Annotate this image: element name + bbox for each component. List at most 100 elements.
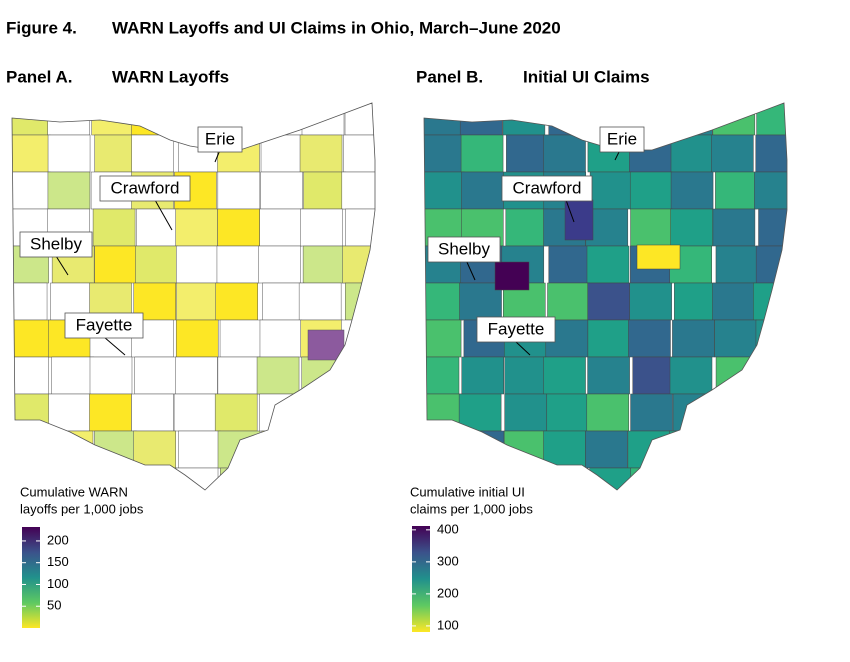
- counties: [12, 103, 375, 490]
- county: [176, 245, 219, 284]
- county: [424, 103, 464, 136]
- figure-label: Figure 4.: [6, 18, 77, 37]
- county: [131, 103, 174, 136]
- county: [303, 171, 346, 210]
- county: [506, 134, 549, 173]
- county: [302, 430, 345, 469]
- county: [302, 245, 346, 284]
- callout-box: [99, 175, 191, 202]
- county: [424, 282, 463, 321]
- callout-label: Shelby: [30, 234, 82, 253]
- county: [134, 356, 177, 395]
- county: [548, 103, 592, 136]
- county: [587, 319, 631, 358]
- county: [755, 245, 787, 284]
- county: [259, 208, 302, 247]
- county-map: Erie Crawford Shelby Fayette Cumulative WARN…: [11, 102, 376, 628]
- panel-label: Panel B.: [416, 67, 483, 86]
- county: [131, 134, 174, 173]
- county: [672, 319, 715, 358]
- callout-box: [64, 312, 144, 339]
- county: [543, 430, 586, 469]
- county: [50, 430, 94, 469]
- county: [135, 245, 178, 284]
- county: [461, 430, 505, 469]
- county: [12, 393, 52, 432]
- county: [175, 208, 218, 247]
- county: [260, 171, 303, 210]
- county: [12, 134, 51, 173]
- legend-title: claims per 1,000 jobs: [410, 501, 533, 516]
- callout-line: [55, 255, 69, 276]
- county: [300, 208, 343, 247]
- county: [260, 103, 304, 136]
- callout-label: Crawford: [513, 178, 582, 197]
- county: [135, 467, 178, 490]
- county: [753, 282, 787, 321]
- county: [710, 393, 754, 432]
- county: [715, 171, 758, 210]
- callout-label: Fayette: [488, 319, 545, 338]
- county: [12, 356, 49, 395]
- county: [753, 393, 787, 432]
- county: [756, 103, 787, 136]
- legend-title: layoffs per 1,000 jobs: [20, 501, 144, 516]
- county: [755, 134, 787, 173]
- colorbar: [412, 526, 430, 632]
- callout-box: [427, 236, 501, 263]
- county-map: Erie Crawford Shelby Fayette Cumulative init…: [410, 102, 788, 632]
- county: [259, 393, 302, 432]
- county: [92, 208, 136, 247]
- county: [564, 199, 594, 241]
- callout-line: [465, 259, 476, 281]
- county: [89, 356, 133, 395]
- county: [459, 282, 502, 321]
- county: [629, 171, 673, 210]
- county: [755, 467, 787, 490]
- county: [94, 430, 137, 469]
- county: [94, 134, 137, 173]
- county: [502, 103, 546, 136]
- county: [670, 208, 713, 247]
- callout-line: [514, 340, 531, 356]
- callout-line: [154, 199, 173, 231]
- county: [342, 356, 375, 395]
- county: [178, 430, 221, 469]
- county: [301, 467, 345, 490]
- county: [342, 245, 375, 284]
- county: [711, 430, 754, 469]
- county: [12, 103, 51, 136]
- county: [262, 282, 305, 321]
- county: [301, 393, 345, 432]
- county: [343, 393, 375, 432]
- county: [47, 171, 91, 210]
- county: [630, 393, 673, 432]
- county: [503, 430, 547, 469]
- county: [628, 319, 671, 358]
- colorbar-tick-label: 50: [47, 598, 61, 613]
- county: [669, 356, 713, 395]
- county: [47, 103, 90, 136]
- colorbar-tick-label: 300: [437, 553, 459, 568]
- county: [754, 171, 787, 210]
- county: [629, 282, 672, 321]
- county: [630, 467, 673, 490]
- county: [12, 319, 52, 358]
- callout-box: [19, 231, 93, 258]
- county: [711, 467, 754, 490]
- callout-line: [565, 199, 575, 223]
- county: [758, 208, 787, 247]
- county: [504, 393, 547, 432]
- county: [547, 282, 590, 321]
- county: [344, 103, 375, 136]
- county: [217, 208, 260, 247]
- county: [461, 356, 505, 395]
- county: [589, 171, 633, 210]
- county: [341, 319, 375, 358]
- county: [51, 356, 94, 395]
- county: [261, 430, 304, 469]
- county: [712, 282, 755, 321]
- county: [586, 245, 630, 284]
- county: [670, 103, 713, 136]
